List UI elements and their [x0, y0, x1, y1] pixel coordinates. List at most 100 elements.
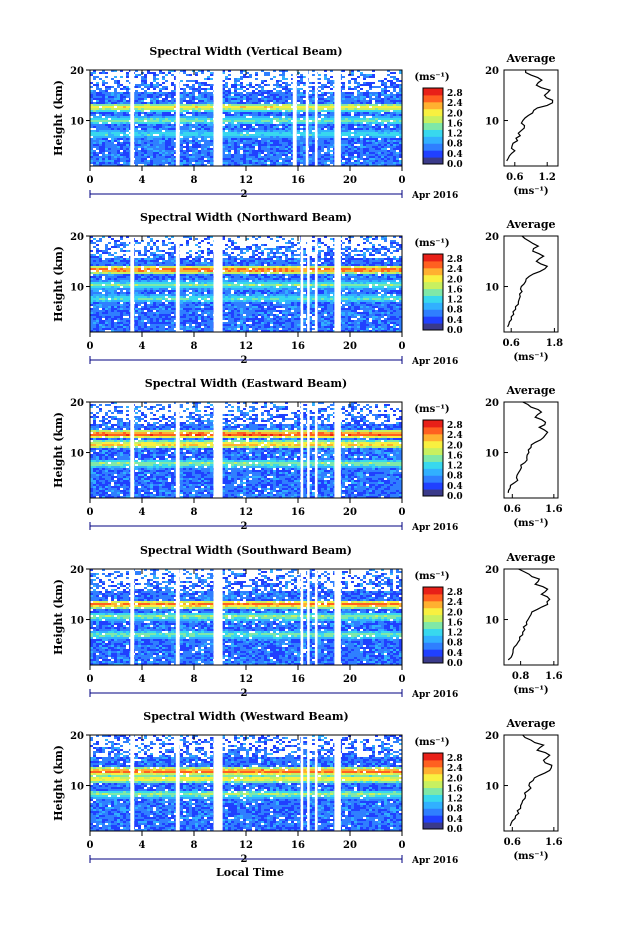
heatmap-cell [168, 114, 171, 116]
heatmap-cell [117, 132, 120, 134]
heatmap-cell [156, 156, 159, 158]
heatmap-cell [102, 128, 105, 130]
heatmap-cell [111, 132, 114, 134]
heatmap-cell [165, 98, 168, 100]
heatmap-cell [159, 162, 162, 164]
heatmap-cell [159, 84, 162, 86]
heatmap-cell [138, 108, 141, 110]
heatmap-cell [147, 116, 150, 118]
heatmap-cell [183, 118, 186, 120]
heatmap-cell [135, 134, 138, 136]
heatmap-cell [102, 112, 105, 114]
heatmap-cell [96, 142, 99, 144]
heatmap-cell [123, 136, 126, 138]
heatmap-cell [144, 102, 147, 104]
heatmap-cell [102, 106, 105, 108]
heatmap-cell [93, 146, 96, 148]
heatmap-cell [108, 152, 111, 154]
heatmap-cell [183, 100, 186, 102]
heatmap-cell [123, 118, 126, 120]
heatmap-cell [102, 138, 105, 140]
heatmap-cell [156, 74, 159, 76]
heatmap-cell [189, 160, 192, 162]
heatmap-cell [123, 144, 126, 146]
heatmap-cell [114, 144, 117, 146]
heatmap-cell [147, 146, 150, 148]
heatmap-cell [168, 108, 171, 110]
heatmap-cell [123, 106, 126, 108]
heatmap-cell [111, 134, 114, 136]
heatmap-cell [138, 162, 141, 164]
heatmap-cell [162, 100, 165, 102]
heatmap-cell [93, 116, 96, 118]
heatmap-cell [117, 116, 120, 118]
heatmap-cell [99, 114, 102, 116]
heatmap-cell [168, 104, 171, 106]
heatmap-cell [144, 138, 147, 140]
heatmap-cell [135, 130, 138, 132]
heatmap-cell [120, 154, 123, 156]
heatmap-cell [120, 84, 123, 86]
heatmap-cell [96, 110, 99, 112]
heatmap-cell [138, 136, 141, 138]
heatmap-cell [150, 162, 153, 164]
heatmap-cell [108, 148, 111, 150]
heatmap-cell [153, 142, 156, 144]
heatmap-cell [108, 126, 111, 128]
heatmap-cell [189, 122, 192, 124]
heatmap-cell [117, 100, 120, 102]
heatmap-cell [108, 140, 111, 142]
heatmap-cell [186, 110, 189, 112]
heatmap-cell [105, 134, 108, 136]
heatmap-cell [96, 92, 99, 94]
heatmap-cell [108, 106, 111, 108]
heatmap-cell [135, 128, 138, 130]
heatmap-cell [99, 144, 102, 146]
heatmap-cell [123, 148, 126, 150]
heatmap-cell [192, 110, 195, 112]
heatmap-cell [114, 116, 117, 118]
heatmap-cell [123, 138, 126, 140]
heatmap-cell [183, 150, 186, 152]
heatmap-cell [192, 140, 195, 142]
heatmap-cell [189, 92, 192, 94]
heatmap-cell [168, 126, 171, 128]
heatmap-cell [120, 100, 123, 102]
heatmap-cell [144, 106, 147, 108]
heatmap-cell [108, 114, 111, 116]
heatmap-cell [156, 118, 159, 120]
heatmap-cell [147, 104, 150, 106]
heatmap-cell [138, 138, 141, 140]
heatmap-cell [126, 124, 129, 126]
heatmap-cell [138, 158, 141, 160]
heatmap-cell [192, 132, 195, 134]
heatmap-cell [150, 118, 153, 120]
heatmap-cell [156, 126, 159, 128]
heatmap-cell [93, 140, 96, 142]
heatmap-cell [186, 162, 189, 164]
heatmap-cell [126, 72, 129, 74]
heatmap-cell [123, 154, 126, 156]
heatmap-cell [141, 92, 144, 94]
heatmap-cell [105, 110, 108, 112]
heatmap-cell [156, 160, 159, 162]
heatmap-cell [147, 86, 150, 88]
heatmap-cell [165, 126, 168, 128]
heatmap-cell [126, 94, 129, 96]
heatmap-cell [168, 144, 171, 146]
heatmap-cell [96, 160, 99, 162]
heatmap-cell [141, 154, 144, 156]
heatmap-cell [99, 146, 102, 148]
heatmap-cell [105, 98, 108, 100]
heatmap-cell [165, 92, 168, 94]
heatmap-cell [117, 108, 120, 110]
heatmap-cell [168, 92, 171, 94]
heatmap-cell [144, 116, 147, 118]
heatmap-cell [192, 96, 195, 98]
heatmap-cell [117, 158, 120, 160]
heatmap-cell [117, 130, 120, 132]
heatmap-cell [111, 144, 114, 146]
heatmap-cell [183, 126, 186, 128]
heatmap-cell [165, 158, 168, 160]
heatmap-cell [102, 132, 105, 134]
